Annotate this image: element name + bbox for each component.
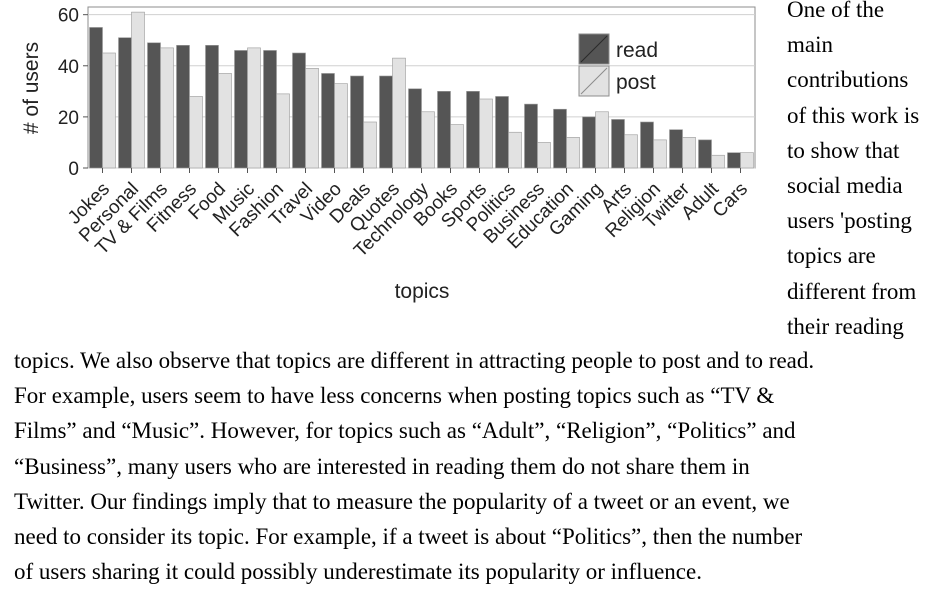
bar-post <box>711 154 725 169</box>
bar-post <box>102 52 116 169</box>
text-line: social media <box>787 173 903 199</box>
bar-read <box>582 116 596 169</box>
bar-post <box>595 111 609 169</box>
bar-read <box>495 96 509 169</box>
bar-post <box>479 98 493 169</box>
bar-post <box>624 134 638 169</box>
text-line: need to consider its topic. For example,… <box>14 524 803 550</box>
y-tick-label: 40 <box>58 57 79 78</box>
legend-label-post: post <box>616 71 656 94</box>
text-line: Films” and “Music”. However, for topics … <box>14 418 796 444</box>
bar-post <box>392 57 406 169</box>
side-paragraph: One of the main contributions of this wo… <box>787 0 945 344</box>
legend-swatch-slash <box>580 67 608 95</box>
bar-post <box>160 47 174 169</box>
text-line: For example, users seem to have less con… <box>14 383 775 409</box>
text-line: main <box>787 32 833 58</box>
bar-read <box>379 75 393 169</box>
bar-post <box>247 47 261 169</box>
bar-post <box>450 124 464 169</box>
text-line: topics are <box>787 243 876 269</box>
bar-read <box>524 103 538 169</box>
bar-read <box>669 129 683 169</box>
text-line: topics. We also observe that topics are … <box>14 348 815 373</box>
bar-post <box>740 152 754 169</box>
bar-post <box>189 96 203 169</box>
legend-label-read: read <box>616 39 658 62</box>
bar-read <box>611 119 625 169</box>
bar-post <box>682 137 696 169</box>
text-line: different from <box>787 278 917 304</box>
bar-read <box>147 42 161 169</box>
bar-read <box>292 52 306 169</box>
x-axis-label: topics <box>395 280 450 303</box>
text-line: of users sharing it could possibly under… <box>14 559 702 585</box>
text-line: users 'posting <box>787 208 912 234</box>
bar-read <box>727 152 741 169</box>
bar-read <box>553 108 567 169</box>
bar-read <box>698 139 712 169</box>
bar-post <box>363 121 377 169</box>
bar-read <box>466 91 480 169</box>
legend-swatch-slash <box>580 35 608 63</box>
y-tick-label: 20 <box>58 108 79 129</box>
bar-post <box>131 11 145 169</box>
text-line: contributions <box>787 67 909 93</box>
text-line: their reading <box>787 313 904 339</box>
body-paragraph: topics. We also observe that topics are … <box>14 343 946 589</box>
x-tick-label: Cars <box>709 179 752 222</box>
bar-read <box>437 91 451 169</box>
y-tick-label: 60 <box>58 6 79 27</box>
bar-post <box>421 111 435 169</box>
bar-read <box>234 50 248 169</box>
bar-post <box>653 139 667 169</box>
bar-read <box>640 121 654 169</box>
text-line: of this work is <box>787 102 920 128</box>
bar-post <box>566 137 580 169</box>
bar-post <box>276 93 290 169</box>
bar-chart-figure: 0 20 40 60 Jokes Personal TV & Films Fitness Foo… <box>0 0 780 340</box>
text-line: “Business”, many users who are intereste… <box>14 453 750 479</box>
text-line: to show that <box>787 137 900 163</box>
bar-read <box>263 50 277 169</box>
bar-read <box>408 88 422 169</box>
bar-post <box>508 131 522 169</box>
bar-post <box>218 73 232 169</box>
bar-read <box>176 45 190 169</box>
bar-post <box>537 142 551 169</box>
text-line: One of the <box>787 0 885 22</box>
text-line: Twitter. Our findings imply that to meas… <box>14 488 790 514</box>
bar-read <box>89 27 103 169</box>
bar-post <box>305 68 319 169</box>
bar-post <box>334 83 348 169</box>
y-tick-label: 0 <box>68 159 79 180</box>
bar-read <box>205 45 219 169</box>
bar-read <box>350 75 364 169</box>
bar-read <box>321 73 335 169</box>
y-axis-label: # of users <box>20 42 43 134</box>
bar-read <box>118 37 132 169</box>
